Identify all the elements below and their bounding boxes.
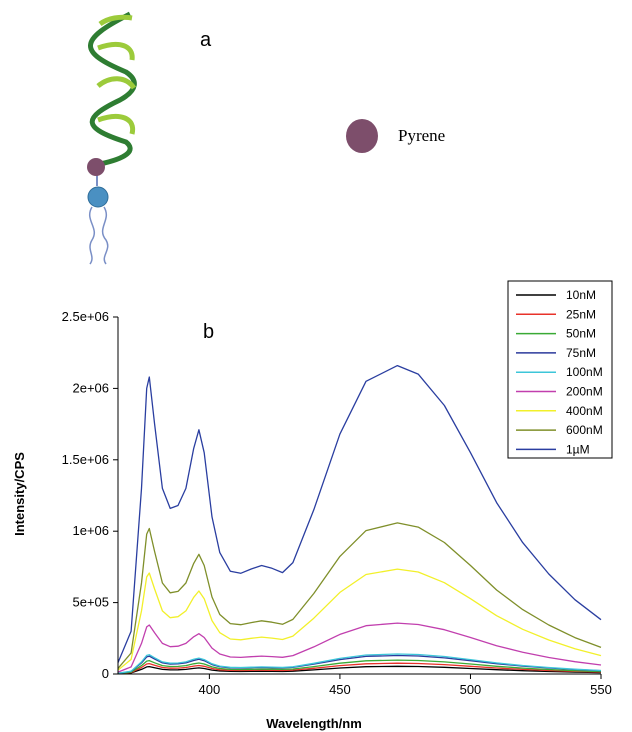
y-tick-label: 1.5e+06 [62,452,109,467]
lipid-head-icon [87,186,109,208]
panel-a: a Pyrene [87,11,445,265]
series-line-600nm [117,522,602,669]
y-axis-title: Intensity/CPS [12,452,27,536]
dna-strand-light [96,14,137,135]
legend-box [507,280,613,459]
legend-label: 10nM [566,288,596,302]
legend: 10nM 25nM 50nM 75nM 100nM 200nM 400nM 600nM 1µM [507,280,613,459]
lipid-tail-2 [101,206,109,265]
legend-label: 600nM [566,423,603,437]
series-line-200nm [117,622,602,673]
series-line-25nm [117,662,602,675]
legend-label: 1µM [566,442,590,456]
y-tick-label: 0 [102,666,109,681]
dna-helix-icon [88,11,137,167]
x-tick-label: 550 [590,682,612,697]
x-tick-label: 500 [460,682,482,697]
pyrene-legend-icon [346,119,378,153]
legend-label: 25nM [566,307,596,321]
dna-strand-dark [88,11,137,167]
pyrene-label-dot [87,158,105,176]
legend-label: 75nM [566,346,596,360]
legend-label: 200nM [566,385,603,399]
plot-area [117,364,602,675]
axes: 400 450 500 550 0 5e+05 1e+06 1.5e+06 2e+06 2.5e+… [62,309,612,697]
series-line-1m [117,364,602,663]
series-line-100nm [117,653,602,674]
panel-b: b 400 450 500 550 0 5e+05 1e+06 1.5e+06 2e+06 2.5… [12,280,613,731]
series-line-50nm [117,659,602,675]
x-axis-title: Wavelength/nm [266,716,362,731]
pyrene-legend-label: Pyrene [398,126,445,145]
legend-label: 400nM [566,404,603,418]
y-tick-label: 2.5e+06 [62,309,109,324]
y-tick-label: 5e+05 [72,595,109,610]
panel-b-letter: b [203,321,214,343]
y-tick-label: 2e+06 [72,380,109,395]
lipid-tail-1 [89,206,95,265]
legend-label: 50nM [566,327,596,341]
legend-label: 100nM [566,365,603,379]
panel-a-letter: a [200,29,212,51]
y-tick-label: 1e+06 [72,523,109,538]
series-line-400nm [117,568,602,671]
series-line-10nm [117,665,602,675]
x-tick-label: 450 [329,682,351,697]
x-tick-label: 400 [199,682,221,697]
